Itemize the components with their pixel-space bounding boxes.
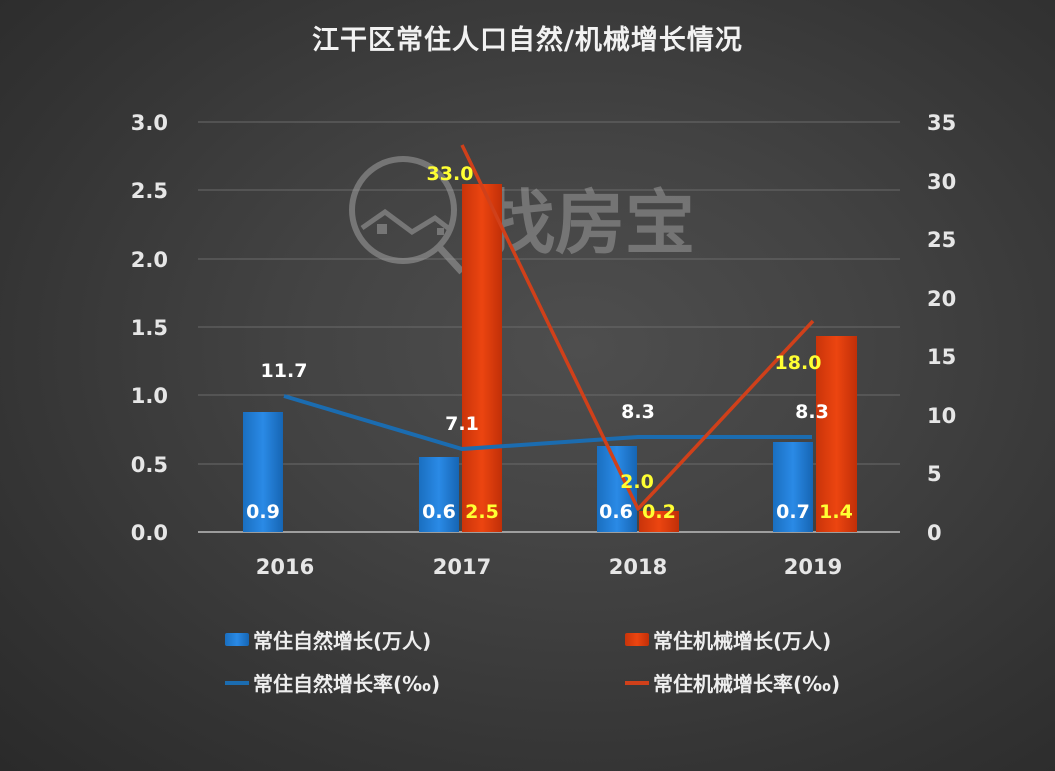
legend-label: 常住机械增长(万人) (653, 629, 832, 653)
data-label: 2.5 (465, 501, 499, 523)
right-tick: 25 (927, 228, 956, 252)
legend-swatch-orange-line (625, 680, 649, 685)
mechanical-growth-bars (462, 184, 857, 532)
data-label: 0.6 (599, 501, 633, 523)
right-tick: 20 (927, 287, 956, 311)
left-y-axis: 3.0 2.5 2.0 1.5 1.0 0.5 0.0 (131, 111, 168, 545)
mechanical-rate-line[interactable] (460, 144, 815, 511)
natural-bar-labels: 0.9 0.6 0.6 0.7 (246, 501, 810, 523)
left-tick: 0.0 (131, 521, 168, 545)
x-tick: 2019 (784, 555, 842, 579)
data-label: 18.0 (775, 352, 822, 374)
natural-rate-labels: 11.7 7.1 8.3 8.3 (261, 360, 829, 435)
bar-natural-2018[interactable] (597, 446, 637, 532)
legend-swatch-blue-line (225, 680, 249, 685)
natural-rate-line[interactable] (283, 394, 812, 451)
data-label: 0.2 (642, 501, 676, 523)
natural-growth-bars (243, 412, 813, 532)
left-tick: 2.5 (131, 179, 168, 203)
left-tick: 0.5 (131, 453, 168, 477)
legend-item-mechanical-growth[interactable]: 常住机械增长(万人) (625, 625, 885, 654)
bar-mechanical-2018[interactable] (639, 511, 679, 532)
bar-natural-2016[interactable] (243, 412, 283, 532)
legend-swatch-orange-bar (625, 633, 649, 646)
x-tick: 2016 (256, 555, 314, 579)
right-tick: 5 (927, 462, 942, 486)
right-y-axis: 35 30 25 20 15 10 5 0 (927, 111, 956, 545)
data-label: 7.1 (445, 413, 479, 435)
left-tick: 3.0 (131, 111, 168, 135)
bar-natural-2017[interactable] (419, 457, 459, 532)
chart-title: 江干区常住人口自然/机械增长情况 (312, 25, 743, 56)
right-tick: 10 (927, 404, 956, 428)
left-tick: 1.0 (131, 384, 168, 408)
mechanical-rate-labels: 33.0 2.0 18.0 (427, 163, 822, 493)
legend-swatch-blue-bar (225, 633, 249, 646)
right-tick: 15 (927, 345, 956, 369)
right-tick: 0 (927, 521, 942, 545)
data-label: 0.6 (422, 501, 456, 523)
watermark-logo (349, 156, 465, 275)
data-label: 0.7 (776, 501, 810, 523)
legend-item-natural-rate[interactable]: 常住自然增长率(‰) (225, 668, 625, 697)
legend: 常住自然增长(万人) 常住机械增长(万人) 常住自然增长率(‰) 常住机械增长率… (225, 625, 885, 697)
left-tick: 1.5 (131, 316, 168, 340)
legend-label: 常住机械增长率(‰) (653, 672, 841, 696)
left-tick: 2.0 (131, 248, 168, 272)
watermark-text: 找房宝 (485, 182, 695, 264)
legend-label: 常住自然增长(万人) (253, 629, 432, 653)
data-label: 11.7 (261, 360, 308, 382)
bar-mechanical-2019[interactable] (816, 336, 857, 532)
data-label: 2.0 (620, 471, 654, 493)
data-label: 1.4 (819, 501, 853, 523)
data-label: 0.9 (246, 501, 280, 523)
legend-item-natural-growth[interactable]: 常住自然增长(万人) (225, 625, 625, 654)
x-tick: 2017 (433, 555, 491, 579)
mechanical-bar-labels: 2.5 0.2 1.4 (465, 501, 853, 523)
legend-item-mechanical-rate[interactable]: 常住机械增长率(‰) (625, 668, 885, 697)
bar-mechanical-2017[interactable] (462, 184, 502, 532)
data-label: 33.0 (427, 163, 474, 185)
legend-label: 常住自然增长率(‰) (253, 672, 441, 696)
x-tick: 2018 (609, 555, 667, 579)
data-label: 8.3 (621, 401, 655, 423)
x-axis: 2016 2017 2018 2019 (256, 555, 842, 579)
data-label: 8.3 (795, 401, 829, 423)
bar-natural-2019[interactable] (773, 442, 813, 532)
right-tick: 35 (927, 111, 956, 135)
right-tick: 30 (927, 170, 956, 194)
